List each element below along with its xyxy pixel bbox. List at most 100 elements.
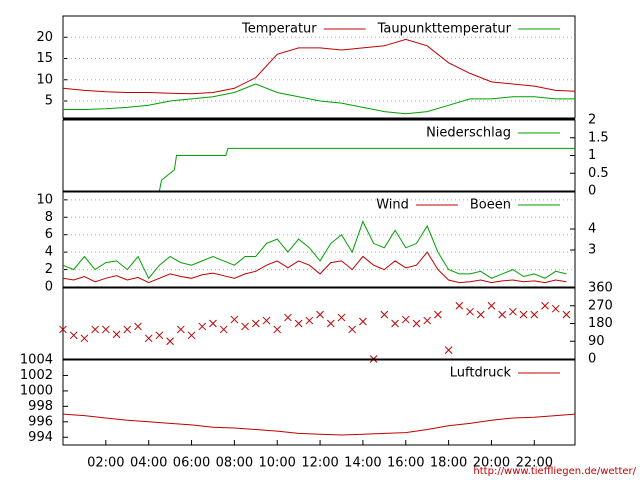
- y2-tick-label: 270: [588, 298, 613, 313]
- legend-label: Temperatur: [241, 22, 317, 37]
- data-point: [134, 322, 142, 331]
- data-point: [391, 319, 399, 328]
- data-point: [423, 316, 432, 325]
- footer-link: http://www.tieffliegen.de/wetter/: [473, 466, 636, 477]
- legend-label: Luftdruck: [450, 366, 512, 381]
- y-tick-label: 994: [28, 430, 53, 445]
- data-point: [326, 319, 335, 328]
- y-tick-label: 10: [36, 72, 53, 87]
- y-tick-label: 5: [45, 94, 53, 109]
- data-point: [69, 331, 78, 340]
- y-tick-label: 2: [45, 262, 53, 277]
- data-point: [230, 315, 239, 324]
- x-tick-label: 12:00: [301, 456, 338, 471]
- data-point: [241, 322, 249, 331]
- data-point: [530, 310, 539, 319]
- legend-label: Wind: [376, 198, 409, 213]
- data-point: [412, 319, 421, 328]
- data-point: [187, 331, 196, 340]
- y-tick-label: 20: [36, 30, 53, 45]
- data-line: [62, 413, 576, 436]
- data-point: [219, 325, 228, 334]
- y-tick-label: 0: [45, 280, 53, 295]
- y-tick-label: 998: [28, 399, 53, 414]
- data-point: [176, 325, 185, 334]
- data-point: [551, 304, 560, 313]
- x-tick-label: 18:00: [430, 456, 467, 471]
- data-point: [305, 316, 314, 325]
- data-point: [209, 319, 217, 328]
- data-point: [316, 310, 324, 319]
- data-point: [455, 301, 464, 310]
- data-point: [498, 310, 507, 319]
- data-point: [562, 310, 571, 319]
- data-point: [444, 346, 453, 354]
- y-tick-label: 1002: [20, 368, 53, 383]
- y2-tick-label: 1: [588, 148, 596, 163]
- x-tick-label: 20:00: [473, 456, 510, 471]
- data-point: [487, 301, 496, 310]
- data-point: [284, 313, 292, 322]
- y2-tick-label: 90: [588, 334, 605, 349]
- x-tick-label: 06:00: [173, 456, 210, 471]
- legend-label: Niederschlag: [426, 126, 511, 141]
- data-line: [62, 251, 567, 284]
- data-line: [63, 83, 575, 115]
- data-point: [59, 325, 67, 334]
- data-point: [434, 310, 442, 319]
- y-tick-label: 10: [36, 192, 53, 207]
- data-point: [337, 313, 346, 322]
- y2-tick-label: 0.5: [588, 166, 609, 181]
- data-line: [62, 38, 576, 95]
- y-tick-label: 996: [28, 414, 53, 429]
- data-point: [380, 310, 389, 319]
- data-point: [401, 315, 410, 324]
- data-point: [476, 310, 485, 319]
- x-tick-label: 16:00: [387, 456, 424, 471]
- y2-tick-label: 0: [588, 352, 596, 367]
- data-point: [155, 331, 164, 340]
- y2-tick-label: 360: [588, 281, 613, 296]
- x-tick-label: 08:00: [216, 456, 253, 471]
- legend-label: Boeen: [470, 198, 511, 213]
- data-point: [112, 330, 121, 339]
- y-tick-label: 4: [45, 245, 53, 260]
- x-tick-label: 04:00: [130, 456, 167, 471]
- y2-tick-label: 3: [588, 243, 596, 258]
- data-point: [541, 301, 549, 310]
- x-tick-label: 10:00: [258, 456, 295, 471]
- panel-frame: [62, 287, 576, 360]
- data-point: [509, 307, 517, 316]
- y2-tick-label: 180: [588, 316, 613, 331]
- data-point: [101, 325, 110, 334]
- data-point: [466, 307, 474, 316]
- data-point: [262, 316, 271, 325]
- y2-tick-label: 4: [588, 221, 596, 236]
- data-point: [123, 325, 132, 334]
- data-point: [166, 337, 174, 346]
- y2-tick-label: 0: [588, 184, 596, 199]
- x-tick-label: 14:00: [344, 456, 381, 471]
- legend-label: Taupunkttemperatur: [377, 22, 512, 37]
- data-point: [144, 334, 153, 343]
- data-point: [80, 334, 89, 343]
- data-point: [294, 319, 303, 328]
- data-line: [63, 147, 575, 192]
- x-tick-label: 02:00: [87, 456, 124, 471]
- x-tick-label: 22:00: [516, 456, 553, 471]
- data-point: [198, 322, 207, 331]
- y-tick-label: 8: [45, 210, 53, 225]
- y-tick-label: 1000: [20, 383, 53, 398]
- data-point: [273, 325, 282, 334]
- data-point: [91, 325, 99, 334]
- y-tick-label: 1004: [20, 353, 53, 368]
- data-point: [251, 319, 260, 328]
- data-point: [348, 325, 357, 334]
- data-point: [359, 317, 367, 326]
- y2-tick-label: 2: [588, 113, 596, 128]
- data-line: [62, 220, 567, 280]
- y-tick-label: 15: [36, 51, 53, 66]
- y2-tick-label: 1.5: [588, 130, 609, 145]
- data-point: [519, 310, 528, 319]
